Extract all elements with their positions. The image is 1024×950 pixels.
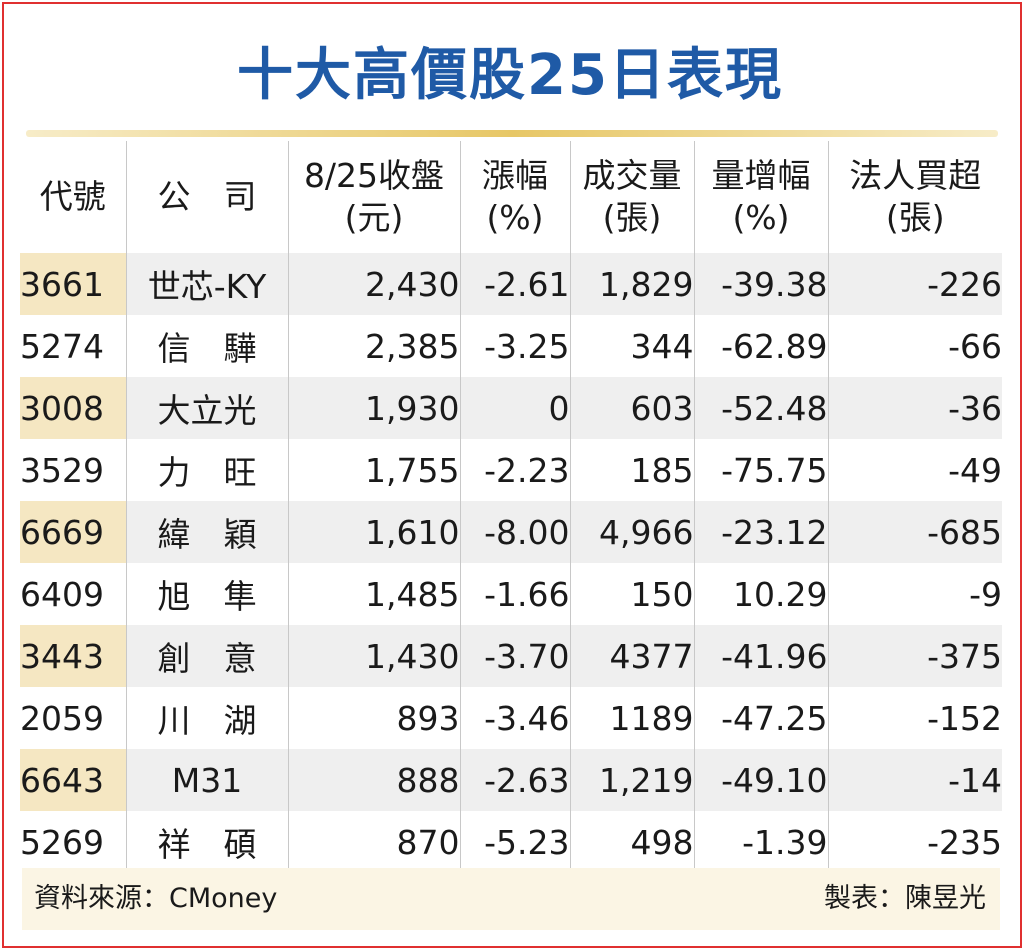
cell-close: 1,755 — [287, 439, 460, 501]
cell-institutional: -66 — [827, 315, 1002, 377]
cell-volume: 1,219 — [569, 749, 694, 811]
cell-company: 力 旺 — [125, 439, 288, 501]
cell-institutional: -235 — [827, 811, 1002, 873]
cell-change: 0 — [459, 377, 570, 439]
cell-close: 1,430 — [287, 625, 460, 687]
header-volume-growth: 量增幅 (%) — [693, 141, 828, 253]
cell-institutional: -685 — [827, 501, 1002, 563]
cell-close: 893 — [287, 687, 460, 749]
cell-company: 大立光 — [125, 377, 288, 439]
cell-close: 870 — [287, 811, 460, 873]
cell-change: -5.23 — [459, 811, 570, 873]
cell-change: -2.63 — [459, 749, 570, 811]
cell-change: -8.00 — [459, 501, 570, 563]
footer: 資料來源：CMoney 製表：陳昱光 — [22, 868, 1000, 930]
header-close: 8/25收盤 (元) — [287, 141, 460, 253]
header-change: 漲幅 (%) — [459, 141, 570, 253]
cell-volume-growth: -62.89 — [693, 315, 828, 377]
table-row: 6409 旭 隼 1,485 -1.66 150 10.29 -9 — [20, 563, 1002, 625]
cell-volume-growth: -49.10 — [693, 749, 828, 811]
table-row: 3443 創 意 1,430 -3.70 4377 -41.96 -375 — [20, 625, 1002, 687]
title-divider — [26, 130, 998, 137]
cell-close: 2,430 — [287, 253, 460, 315]
table-row: 6643 M31 888 -2.63 1,219 -49.10 -14 — [20, 749, 1002, 811]
cell-code: 3529 — [20, 450, 104, 490]
cell-volume-growth: -47.25 — [693, 687, 828, 749]
cell-institutional: -36 — [827, 377, 1002, 439]
cell-volume: 4377 — [569, 625, 694, 687]
maker-note: 製表：陳昱光 — [824, 883, 986, 914]
cell-company: 旭 隼 — [125, 563, 288, 625]
cell-code: 2059 — [20, 698, 104, 738]
cell-company: 祥 碩 — [125, 811, 288, 873]
table-row: 3529 力 旺 1,755 -2.23 185 -75.75 -49 — [20, 439, 1002, 501]
cell-change: -2.61 — [459, 253, 570, 315]
table-row: 5274 信 驊 2,385 -3.25 344 -62.89 -66 — [20, 315, 1002, 377]
cell-volume: 344 — [569, 315, 694, 377]
table-row: 6669 緯 穎 1,610 -8.00 4,966 -23.12 -685 — [20, 501, 1002, 563]
cell-institutional: -226 — [827, 253, 1002, 315]
cell-close: 1,485 — [287, 563, 460, 625]
header-company: 公 司 — [125, 141, 288, 253]
cell-code: 3443 — [20, 625, 126, 687]
cell-code: 5269 — [20, 822, 104, 862]
cell-volume-growth: -1.39 — [693, 811, 828, 873]
cell-volume-growth: 10.29 — [693, 563, 828, 625]
cell-company: 信 驊 — [125, 315, 288, 377]
cell-institutional: -9 — [827, 563, 1002, 625]
cell-company: 緯 穎 — [125, 501, 288, 563]
cell-close: 1,610 — [287, 501, 460, 563]
cell-volume: 4,966 — [569, 501, 694, 563]
cell-volume-growth: -41.96 — [693, 625, 828, 687]
cell-code: 5274 — [20, 326, 104, 366]
cell-volume: 150 — [569, 563, 694, 625]
table-row: 2059 川 湖 893 -3.46 1189 -47.25 -152 — [20, 687, 1002, 749]
cell-code: 3661 — [20, 253, 126, 315]
header-volume: 成交量 (張) — [569, 141, 694, 253]
chart-title: 十大高價股25日表現 — [237, 43, 783, 108]
cell-code: 6643 — [20, 749, 126, 811]
cell-volume: 1189 — [569, 687, 694, 749]
header-code: 代號 — [39, 177, 106, 216]
cell-company: M31 — [125, 749, 288, 811]
cell-close: 888 — [287, 749, 460, 811]
table-body: 3661 世芯-KY 2,430 -2.61 1,829 -39.38 -226 5274 信 … — [20, 253, 1002, 873]
cell-volume: 185 — [569, 439, 694, 501]
cell-volume-growth: -39.38 — [693, 253, 828, 315]
cell-change: -3.25 — [459, 315, 570, 377]
cell-volume-growth: -52.48 — [693, 377, 828, 439]
cell-institutional: -375 — [827, 625, 1002, 687]
cell-volume: 1,829 — [569, 253, 694, 315]
cell-code: 6409 — [20, 574, 104, 614]
source-note: 資料來源：CMoney — [34, 883, 278, 914]
cell-volume: 603 — [569, 377, 694, 439]
cell-change: -1.66 — [459, 563, 570, 625]
cell-institutional: -152 — [827, 687, 1002, 749]
cell-company: 川 湖 — [125, 687, 288, 749]
table-row: 5269 祥 碩 870 -5.23 498 -1.39 -235 — [20, 811, 1002, 873]
cell-change: -3.46 — [459, 687, 570, 749]
table-row: 3661 世芯-KY 2,430 -2.61 1,829 -39.38 -226 — [20, 253, 1002, 315]
cell-institutional: -14 — [827, 749, 1002, 811]
cell-code: 6669 — [20, 501, 126, 563]
cell-company: 創 意 — [125, 625, 288, 687]
stock-table: 代號 公 司 8/25收盤 (元) 漲幅 (%) 成交量 (張) 量增幅 (%) 法人買… — [20, 141, 1002, 873]
cell-institutional: -49 — [827, 439, 1002, 501]
cell-change: -3.70 — [459, 625, 570, 687]
cell-close: 1,930 — [287, 377, 460, 439]
cell-close: 2,385 — [287, 315, 460, 377]
table-row: 3008 大立光 1,930 0 603 -52.48 -36 — [20, 377, 1002, 439]
cell-company: 世芯-KY — [125, 253, 288, 315]
cell-code: 3008 — [20, 377, 126, 439]
header-institutional: 法人買超 (張) — [827, 141, 1002, 253]
cell-volume: 498 — [569, 811, 694, 873]
header-row: 代號 公 司 8/25收盤 (元) 漲幅 (%) 成交量 (張) 量增幅 (%) 法人買… — [20, 141, 1002, 253]
cell-volume-growth: -23.12 — [693, 501, 828, 563]
cell-change: -2.23 — [459, 439, 570, 501]
cell-volume-growth: -75.75 — [693, 439, 828, 501]
